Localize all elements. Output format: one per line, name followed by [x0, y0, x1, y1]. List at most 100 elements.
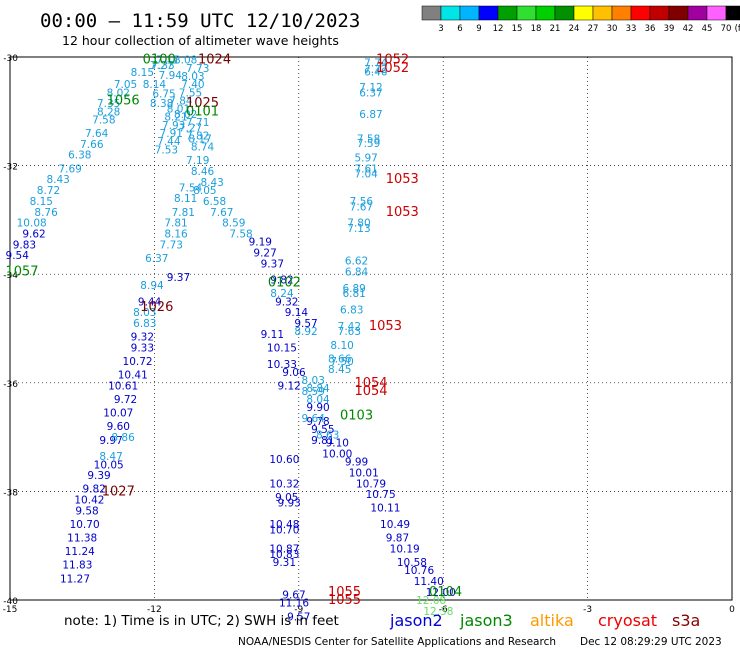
wave-height-point: 11.16 [279, 598, 309, 610]
wave-height-point: 7.59 [357, 138, 380, 150]
wave-height-point: 8.02 [107, 87, 130, 99]
wave-height-point: 8.84 [306, 383, 330, 395]
wave-height-point: 10.05 [94, 459, 124, 471]
wave-height-point: 7.05 [114, 79, 137, 91]
colorbar-label: 6 [457, 24, 462, 34]
wave-height-point: 8.15 [131, 67, 154, 79]
wave-height-point: 8.72 [37, 185, 60, 197]
wave-height-point: 9.19 [249, 237, 272, 249]
time-label: 1053 [369, 319, 402, 334]
colorbar-swatch [478, 5, 499, 21]
colorbar-swatch [706, 5, 727, 21]
wave-height-point: 7.80 [347, 218, 370, 230]
wave-height-point: 8.59 [222, 218, 245, 230]
wave-height-point: 7.44 [157, 136, 181, 148]
wave-height-point: 9.97 [99, 435, 122, 447]
time-label: 1027 [102, 484, 135, 499]
wave-height-point: 7.93 [162, 120, 185, 132]
wave-height-point: 9.14 [285, 307, 309, 319]
time-label: 0103 [340, 408, 373, 423]
wave-height-point: 7.73 [160, 239, 183, 251]
wave-height-point: 7.72 [364, 64, 387, 76]
wave-height-point: 7.27 [150, 60, 173, 72]
time-label: 1056 [107, 93, 140, 108]
wave-height-point: 10.42 [74, 495, 104, 507]
wave-height-point: 7.66 [80, 139, 104, 151]
time-label: 0101 [186, 104, 219, 119]
wave-height-point: 7.82 [186, 131, 209, 143]
y-tick-label: -34 [3, 271, 18, 281]
colorbar-swatch [421, 5, 442, 21]
wave-height-point: 10.87 [269, 543, 299, 555]
wave-height-point: 9.90 [306, 402, 329, 414]
wave-height-point: 7.13 [347, 223, 370, 235]
wave-height-point: 8.28 [97, 106, 120, 118]
plot-frame [9, 56, 733, 601]
time-label: 1052 [376, 61, 409, 76]
wave-height-point: 10.83 [269, 549, 299, 561]
wave-height-point: 11.24 [65, 546, 95, 558]
wave-height-point: 7.74 [364, 57, 388, 69]
footnote: note: 1) Time is in UTC; 2) SWH is in fe… [64, 613, 339, 629]
wave-height-point: 9.57 [287, 611, 310, 623]
wave-height-point: 8.24 [270, 288, 294, 300]
wave-height-point: 10.75 [366, 489, 396, 501]
time-label: 1055 [328, 585, 361, 600]
wave-height-point: 9.78 [306, 416, 329, 428]
chart-title: 00:00 — 11:59 UTC 12/10/2023 [40, 10, 360, 32]
time-label: 1054 [354, 376, 387, 391]
wave-height-point: 10.58 [397, 557, 427, 569]
wave-height-point: 9.67 [282, 590, 305, 602]
x-tick-label: -15 [3, 605, 18, 615]
x-tick-label: 0 [729, 605, 735, 615]
legend-cryosat: cryosat [598, 611, 657, 630]
wave-height-point: 8.46 [191, 166, 215, 178]
wave-height-point: 10.07 [103, 408, 133, 420]
wave-height-point: 8.38 [150, 98, 173, 110]
colorbar-label: 30 [607, 24, 618, 34]
wave-height-point: 7.04 [354, 169, 378, 181]
wave-height-point: 6.87 [359, 109, 382, 121]
wave-height-point: 7.58 [357, 133, 380, 145]
colorbar-label: 24 [569, 24, 580, 34]
chart-subtitle: 12 hour collection of altimeter wave hei… [62, 33, 339, 48]
colorbar-label: 18 [531, 24, 542, 34]
wave-height-point: 8.63 [316, 429, 339, 441]
wave-height-point: 7.63 [338, 326, 361, 338]
time-label: 1055 [328, 593, 361, 608]
wave-height-point: 7.67 [350, 201, 373, 213]
satellite-legend: jason2 jason3 altika cryosat s3a [389, 611, 700, 630]
wave-height-point: 7.81 [172, 207, 195, 219]
wave-height-point: 10.32 [269, 478, 299, 490]
time-label: 0100 [143, 53, 176, 68]
colorbar-label: 42 [683, 24, 694, 34]
colorbar-swatch [440, 5, 461, 21]
wave-height-point: 10.33 [267, 359, 297, 371]
time-label: 1024 [198, 53, 231, 68]
wave-height-point: 8.03 [133, 307, 156, 319]
wave-height-point: 8.74 [191, 142, 215, 154]
wave-height-point: 6.83 [133, 318, 156, 330]
wave-height-point: 8.03 [302, 375, 325, 387]
wave-height-point: 10.79 [356, 478, 386, 490]
y-tick-label: -30 [3, 54, 18, 64]
plot-area: -15 -12 -9 -6 -3 0-30-32-34-36-38-407.117.277… [3, 53, 735, 624]
wave-height-point: 8.05 [193, 185, 216, 197]
colorbar-swatch [554, 5, 575, 21]
x-tick-label: -6 [439, 605, 448, 615]
wave-height-point: 7.81 [164, 218, 187, 230]
legend-altika: altika [530, 611, 574, 630]
legend-s3a: s3a [672, 611, 700, 630]
colorbar-label: 39 [664, 24, 675, 34]
credit-line: NOAA/NESDIS Center for Satellite Applica… [238, 636, 556, 648]
wave-height-point: 9.81 [311, 435, 334, 447]
wave-height-point: 6.62 [345, 256, 368, 268]
generated-time: Dec 12 08:29:29 UTC 2023 [580, 636, 722, 648]
colorbar-swatch [592, 5, 613, 21]
colorbar-swatch [630, 5, 651, 21]
time-label: 0102 [268, 275, 301, 290]
wave-height-point: 10.15 [267, 343, 297, 355]
y-tick-label: -32 [3, 163, 18, 173]
